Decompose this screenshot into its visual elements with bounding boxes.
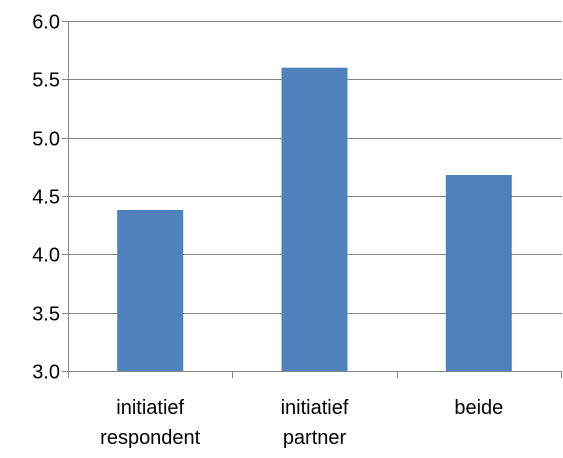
x-tick-label-line: respondent [100, 427, 201, 449]
bar-2 [445, 175, 512, 371]
bars [117, 67, 512, 371]
x-tick-label-line: initiatief [116, 397, 184, 419]
y-tick-label: 4.5 [32, 187, 60, 209]
x-tick-label-line: partner [283, 427, 347, 449]
y-tick-label: 5.0 [32, 129, 60, 151]
y-tick-label: 3.5 [32, 304, 60, 326]
y-tick-label: 3.0 [32, 362, 60, 384]
x-tick-label: beide [454, 397, 503, 419]
bar-1 [281, 67, 348, 371]
x-tick-label-line: beide [454, 397, 503, 419]
x-tick-label-line: initiatief [281, 397, 349, 419]
axes [62, 21, 562, 378]
bar-0 [117, 210, 184, 371]
y-tick-label: 5.5 [32, 70, 60, 92]
axis-labels: 3.0 3.5 4.0 4.5 5.0 5.5 6.0 initiatief responden… [32, 12, 503, 450]
x-tick-label: initiatief partner [281, 397, 349, 449]
y-tick-label: 4.0 [32, 245, 60, 267]
x-tick-label: initiatief respondent [100, 397, 201, 449]
y-tick-label: 6.0 [32, 12, 60, 34]
